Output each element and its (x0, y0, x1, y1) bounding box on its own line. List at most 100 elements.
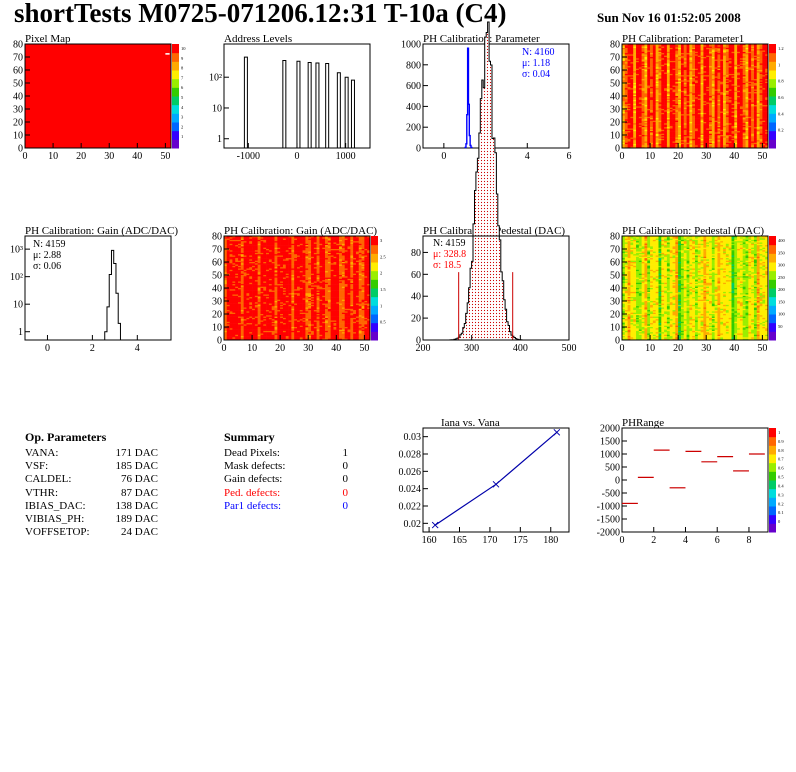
heatmap-cell (650, 92, 654, 94)
heatmap-cell (655, 49, 659, 51)
heatmap-cell (636, 136, 640, 138)
heatmap-cell (622, 70, 626, 72)
heatmap-cell (641, 71, 645, 73)
heatmap-cell (672, 79, 676, 81)
heatmap-cell (695, 102, 699, 105)
heatmap-cell (666, 140, 671, 142)
heatmap-cell (669, 94, 673, 97)
heatmap-cell (664, 137, 668, 140)
heatmap-cell (700, 97, 704, 99)
heatmap-column (683, 44, 687, 149)
heatmap-cell (661, 111, 665, 114)
heatmap-cell (630, 140, 634, 142)
heatmap-cell (678, 60, 682, 63)
heatmap-column (630, 44, 634, 149)
heatmap-cell (658, 77, 662, 80)
heatmap-cell (683, 55, 687, 58)
heatmap-cell (638, 66, 642, 68)
heatmap-cell (630, 70, 634, 72)
heatmap-cell (664, 64, 668, 67)
heatmap-cell (658, 60, 662, 63)
heatmap-cell (630, 127, 634, 129)
heatmap-cell (697, 109, 701, 111)
heatmap-cell (697, 84, 701, 86)
heatmap-cell (652, 57, 656, 59)
heatmap-cell (661, 123, 665, 125)
heatmap-cell (655, 53, 659, 55)
heatmap-cell (624, 45, 628, 47)
heatmap-cell (666, 64, 671, 67)
y-tick-label: 50 (13, 79, 23, 90)
heatmap-cell (622, 115, 626, 118)
heatmap-cell (669, 128, 673, 131)
heatmap-cell (636, 93, 640, 95)
heatmap-cell (647, 63, 651, 66)
heatmap-cell (672, 98, 676, 101)
heatmap-cell (636, 115, 640, 118)
heatmap-cell (675, 49, 679, 51)
heatmap-cell (697, 49, 701, 51)
heatmap-cell (675, 110, 679, 112)
heatmap-cell (627, 129, 631, 132)
heatmap-cell (650, 47, 654, 50)
heatmap-column (706, 44, 710, 149)
heatmap-cell (636, 57, 640, 59)
heatmap-cell (638, 45, 642, 47)
heatmap-cell (661, 84, 665, 86)
heatmap-cell (644, 125, 648, 128)
heatmap-cell (622, 67, 626, 69)
heatmap-cell (641, 97, 645, 99)
heatmap-cell (622, 93, 626, 95)
heatmap-cell (689, 145, 693, 147)
heatmap-cell (638, 136, 642, 138)
heatmap-cell (666, 109, 671, 111)
heatmap-cell (630, 123, 634, 125)
heatmap-cell (650, 96, 654, 98)
x-tick-label: 20 (673, 151, 683, 162)
heatmap-cell (633, 58, 637, 60)
heatmap-cell (636, 99, 640, 102)
heatmap-cell (633, 92, 637, 94)
heatmap-cell (627, 145, 631, 147)
heatmap-cell (680, 136, 685, 138)
heatmap-cell (633, 88, 637, 90)
heatmap-cell (655, 51, 659, 54)
heatmap-cell (692, 68, 696, 71)
heatmap-cell (638, 76, 642, 79)
heatmap-cell (689, 141, 693, 144)
heatmap-cell (700, 59, 704, 62)
heatmap-cell (650, 142, 654, 145)
heatmap-cell (695, 63, 699, 66)
heatmap-cell (686, 46, 690, 49)
heatmap-cell (666, 67, 671, 69)
heatmap-cell (650, 110, 654, 112)
heatmap-cell (680, 124, 685, 127)
heatmap-cell (658, 76, 662, 79)
heatmap-cell (652, 63, 656, 66)
heatmap-cell (658, 47, 662, 50)
heatmap-cell (641, 109, 645, 111)
heatmap-cell (647, 99, 651, 102)
heatmap-cell (658, 72, 662, 75)
heatmap-cell (680, 115, 685, 118)
heatmap-cell (630, 86, 634, 89)
heatmap-cell (678, 125, 682, 128)
heatmap-cell (697, 129, 701, 132)
heatmap-cell (695, 85, 699, 88)
heatmap-cell (680, 129, 685, 132)
heatmap-cell (672, 47, 676, 50)
heatmap-cell (647, 101, 651, 103)
heatmap-cell (624, 105, 628, 107)
heatmap-cell (692, 88, 696, 90)
heatmap-cell (638, 89, 642, 92)
heatmap-cell (666, 123, 671, 125)
heatmap-cell (661, 47, 665, 50)
heatmap-cell (689, 127, 693, 129)
heatmap-cell (655, 64, 659, 67)
heatmap-cell (655, 77, 659, 80)
colorbar-cell (172, 70, 179, 80)
heatmap-cell (641, 112, 645, 115)
heatmap-cell (644, 119, 648, 121)
heatmap-cell (678, 142, 682, 145)
heatmap-cell (655, 90, 659, 93)
